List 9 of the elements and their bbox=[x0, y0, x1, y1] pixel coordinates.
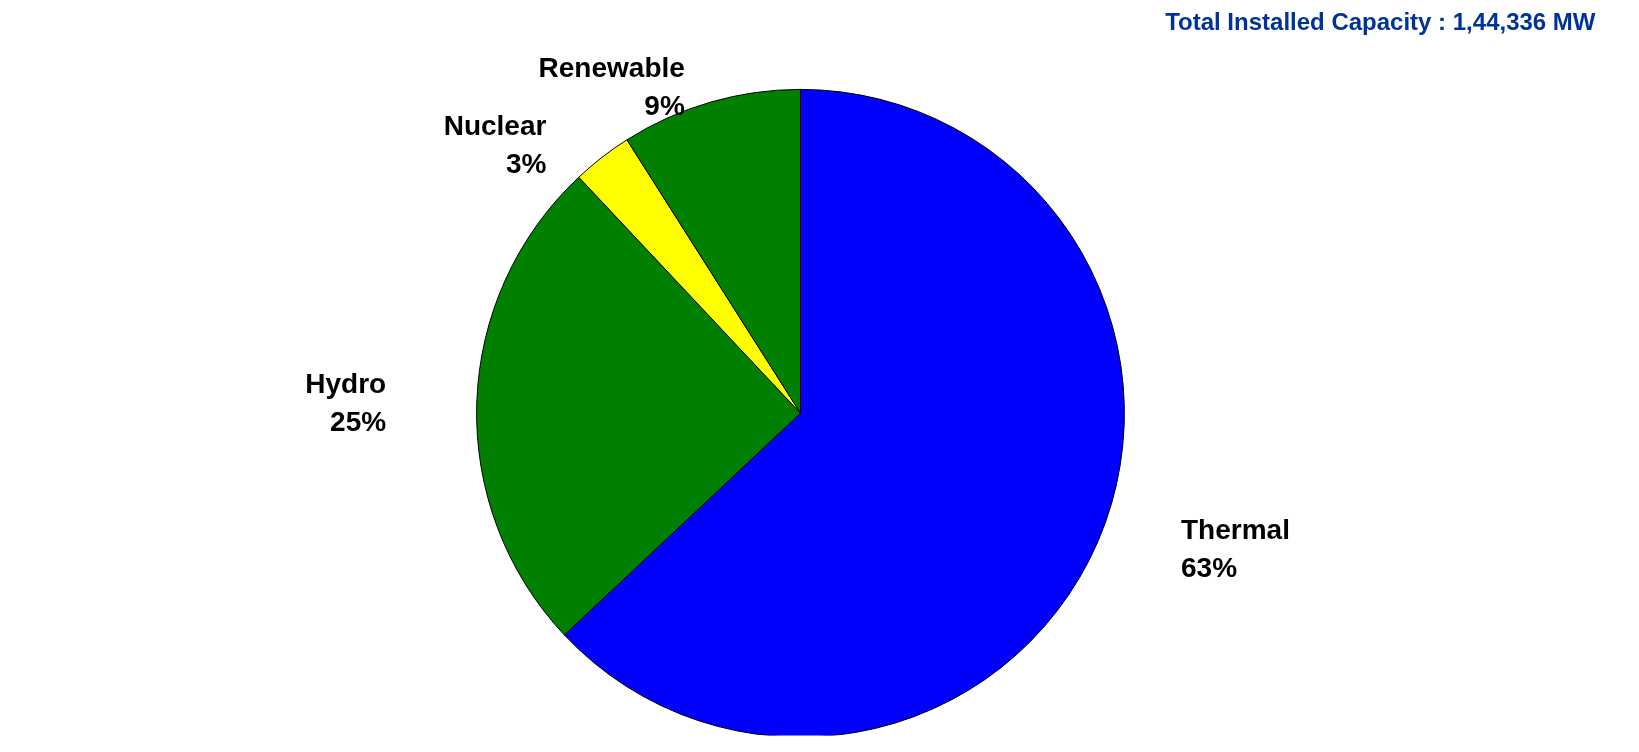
slice-label: Renewable bbox=[538, 52, 685, 84]
slice-label: Thermal bbox=[1180, 514, 1290, 546]
slice-label: Nuclear bbox=[443, 110, 547, 142]
data-label: 3% bbox=[505, 147, 547, 179]
data-label: 9% bbox=[644, 89, 685, 121]
slice-label: Hydro bbox=[305, 368, 387, 400]
data-label: 25% bbox=[330, 405, 387, 437]
data-label: 63% bbox=[1180, 551, 1238, 583]
text: Total Installed Capacity : 1,44,336 MW bbox=[1165, 7, 1596, 35]
